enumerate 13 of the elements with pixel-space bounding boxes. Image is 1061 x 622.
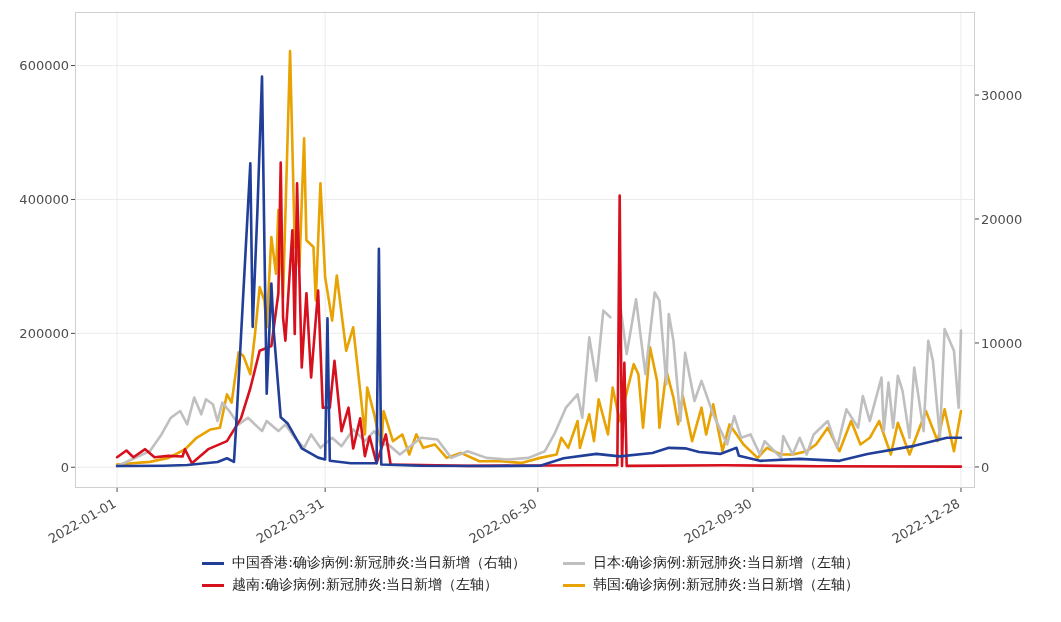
line-series bbox=[115, 161, 963, 468]
y2-tick-label: 20000 bbox=[981, 211, 1023, 227]
legend-label: 日本:确诊病例:新冠肺炎:当日新增（左轴） bbox=[592, 554, 859, 572]
y-tick-label: 0 bbox=[60, 459, 69, 475]
legend-label: 越南:确诊病例:新冠肺炎:当日新增（左轴） bbox=[232, 576, 499, 594]
y2-tick-label: 0 bbox=[981, 459, 990, 475]
y-tick-label: 400000 bbox=[19, 192, 69, 208]
y-tick-label: 600000 bbox=[19, 58, 69, 74]
y2-tick-label: 30000 bbox=[981, 87, 1023, 103]
legend-label: 中国香港:确诊病例:新冠肺炎:当日新增（右轴） bbox=[232, 554, 527, 572]
y-tick-label: 200000 bbox=[19, 325, 69, 341]
legend-label: 韩国:确诊病例:新冠肺炎:当日新增（左轴） bbox=[592, 576, 859, 594]
y2-tick-label: 10000 bbox=[981, 335, 1023, 351]
